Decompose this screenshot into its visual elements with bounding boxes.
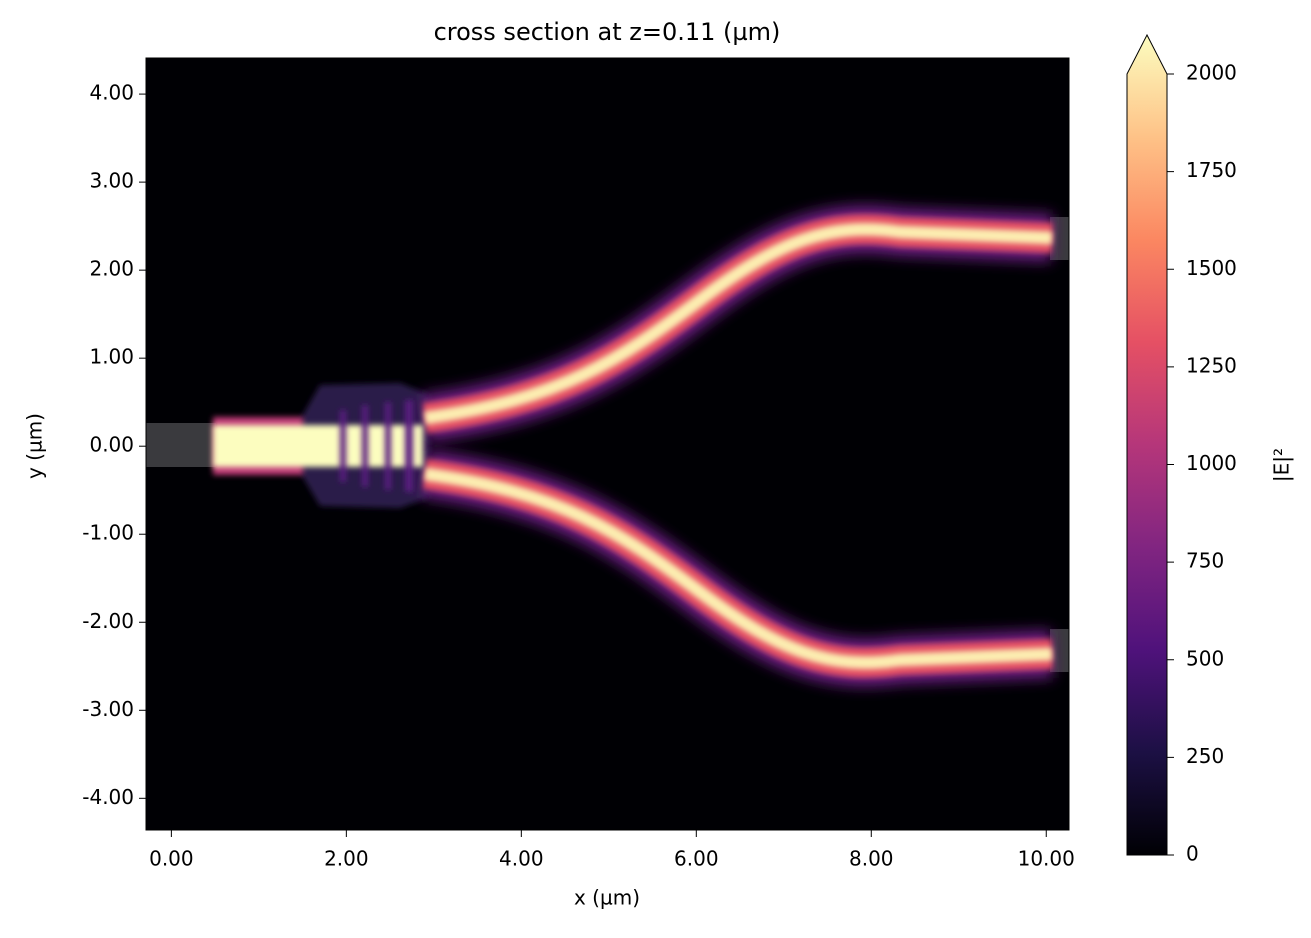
- x-tick-label: 0.00: [149, 847, 194, 871]
- y-tick-label: 4.00: [89, 81, 134, 105]
- x-axis-label: x (µm): [574, 886, 640, 910]
- x-tick-label: 2.00: [324, 847, 369, 871]
- y-tick-label: -2.00: [82, 609, 134, 633]
- colorbar-tick-label: 1250: [1186, 353, 1237, 377]
- colorbar-tick-label: 1500: [1186, 256, 1237, 280]
- chart-title: cross section at z=0.11 (µm): [434, 18, 781, 46]
- colorbar-tick-label: 750: [1186, 549, 1224, 573]
- colorbar-tick-label: 1750: [1186, 158, 1237, 182]
- colorbar: [1126, 33, 1168, 856]
- colorbar-tick-label: 250: [1186, 744, 1224, 768]
- y-tick-label: -4.00: [82, 785, 134, 809]
- y-axis-label: y (µm): [23, 413, 47, 479]
- colorbar-label: |E|²: [1270, 448, 1294, 482]
- x-tick-label: 8.00: [849, 847, 894, 871]
- y-tick-label: 2.00: [89, 257, 134, 281]
- x-tick-label: 10.00: [1018, 847, 1075, 871]
- y-tick-label: 0.00: [89, 433, 134, 457]
- colorbar-tick-label: 1000: [1186, 451, 1237, 475]
- y-tick-label: 1.00: [89, 345, 134, 369]
- field-image: [146, 58, 1069, 830]
- colorbar-tick-label: 0: [1186, 842, 1199, 866]
- colorbar-tick-label: 500: [1186, 646, 1224, 670]
- plot-frame: [145, 57, 1070, 831]
- y-tick-label: 3.00: [89, 169, 134, 193]
- y-tick-label: -3.00: [82, 697, 134, 721]
- x-tick-label: 6.00: [674, 847, 719, 871]
- colorbar-tick-label: 2000: [1186, 61, 1237, 85]
- y-tick-label: -1.00: [82, 521, 134, 545]
- x-tick-label: 4.00: [499, 847, 544, 871]
